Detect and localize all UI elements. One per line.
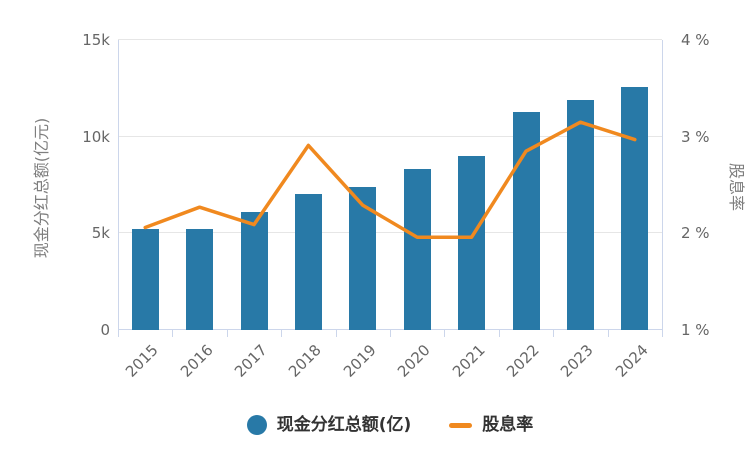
x-axis-line [118, 329, 662, 330]
x-axis-label-2018: 2018 [285, 341, 326, 381]
right-axis-tick-label: 1 % [681, 321, 710, 339]
right-axis-tick-label: 2 % [681, 224, 710, 243]
x-axis-label-2024: 2024 [611, 341, 652, 381]
bar-2024[interactable] [621, 87, 649, 330]
legend: 现金分红总额(亿) 股息率 [118, 413, 662, 437]
x-axis-tick [444, 330, 446, 337]
right-axis-title: 股息率 [727, 162, 746, 212]
legend-line-marker [449, 422, 473, 428]
x-axis-label-2019: 2019 [339, 341, 380, 381]
legend-label: 股息率 [482, 415, 534, 435]
bar-2016[interactable] [186, 229, 214, 330]
legend-item-line[interactable]: 股息率 [449, 413, 533, 437]
x-axis-tick [172, 330, 174, 337]
x-axis-label-2020: 2020 [394, 341, 434, 381]
gridline [118, 135, 662, 137]
bar-2017[interactable] [240, 212, 268, 330]
gridline [118, 232, 662, 234]
right-axis-tick-label: 4 % [681, 31, 710, 49]
right-axis-line [662, 40, 663, 330]
left-axis-tick-label: 10k [82, 127, 110, 146]
dividend-yield-line[interactable] [118, 40, 662, 330]
x-axis-label-2016: 2016 [176, 341, 217, 381]
x-axis-label-2022: 2022 [502, 341, 543, 381]
x-axis-label-2017: 2017 [230, 341, 271, 381]
gridline [118, 39, 662, 40]
x-axis-tick [607, 330, 609, 337]
bar-2015[interactable] [131, 229, 159, 330]
x-axis-tick [553, 330, 555, 337]
bar-2021[interactable] [458, 156, 486, 330]
bar-2018[interactable] [294, 193, 322, 330]
x-axis-tick [390, 330, 391, 337]
line-path[interactable] [143, 120, 637, 239]
bar-2023[interactable] [566, 99, 594, 330]
left-axis-tick-label: 0 [100, 321, 110, 339]
x-axis-tick [335, 330, 337, 337]
left-axis-line [118, 40, 119, 330]
x-axis-tick [118, 330, 119, 337]
right-axis-tick-label: 3 % [681, 127, 710, 146]
left-axis-tick-label: 15k [82, 31, 110, 49]
left-axis-tick-label: 5k [91, 224, 110, 243]
x-axis-label-2023: 2023 [557, 341, 598, 381]
x-axis-label-2015: 2015 [122, 341, 162, 381]
legend-label: 现金分红总额(亿) [276, 415, 412, 435]
x-axis-tick [498, 330, 500, 337]
x-axis-tick [281, 330, 283, 337]
bar-2020[interactable] [403, 168, 431, 330]
x-axis-tick [662, 330, 663, 337]
x-axis-tick [226, 330, 228, 337]
legend-circle-marker [246, 415, 267, 435]
x-axis-label-2021: 2021 [448, 341, 489, 381]
legend-item-bars[interactable]: 现金分红总额(亿) [246, 413, 412, 437]
